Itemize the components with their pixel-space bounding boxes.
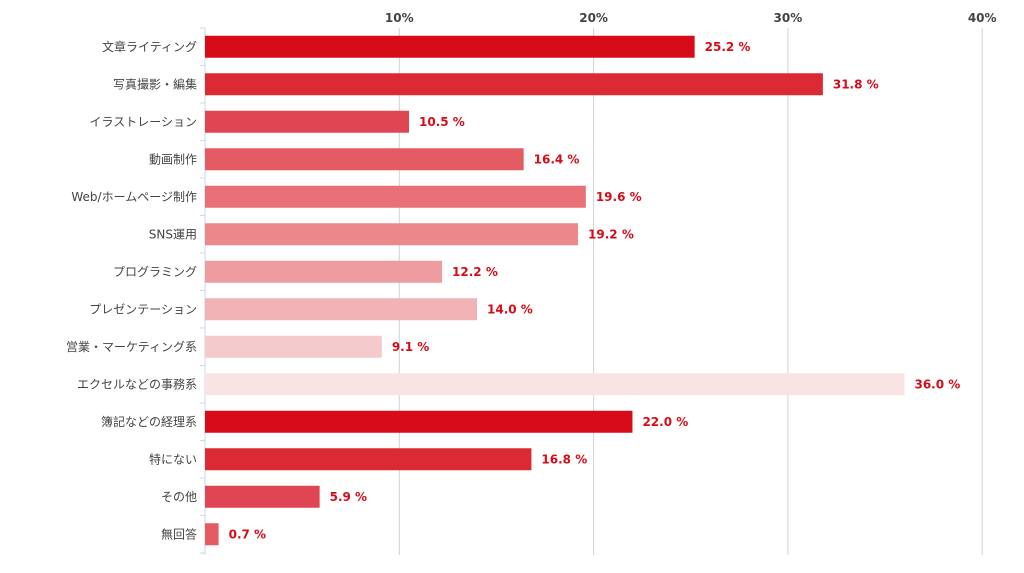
category-label: 特にない bbox=[149, 451, 197, 466]
category-label: 写真撮影・編集 bbox=[113, 76, 197, 91]
bar bbox=[205, 35, 695, 58]
category-label: プログラミング bbox=[113, 265, 197, 279]
category-label: 文章ライティング bbox=[102, 39, 197, 54]
bar bbox=[205, 148, 524, 171]
category-label: プレゼンテーション bbox=[89, 302, 197, 316]
value-label: 9.1 % bbox=[392, 340, 429, 354]
value-label: 22.0 % bbox=[642, 415, 688, 429]
bar bbox=[205, 523, 219, 546]
category-label: Web/ホームページ制作 bbox=[71, 190, 197, 204]
x-tick-label-20: 20% bbox=[579, 11, 608, 25]
category-label: イラストレーション bbox=[89, 115, 197, 129]
value-label: 16.4 % bbox=[534, 152, 580, 166]
x-tick-label-40: 40% bbox=[968, 11, 997, 25]
bar bbox=[205, 110, 410, 133]
x-tick-label-30: 30% bbox=[774, 11, 803, 25]
value-label: 14.0 % bbox=[487, 302, 533, 316]
value-label: 0.7 % bbox=[229, 527, 266, 541]
category-label: 動画制作 bbox=[149, 152, 197, 166]
value-label: 25.2 % bbox=[705, 40, 751, 54]
category-label: その他 bbox=[161, 490, 197, 504]
value-label: 36.0 % bbox=[914, 377, 960, 391]
bar bbox=[205, 373, 905, 396]
category-label: エクセルなどの事務系 bbox=[77, 377, 197, 391]
value-label: 31.8 % bbox=[833, 77, 879, 91]
value-label: 19.2 % bbox=[588, 227, 634, 241]
value-label: 5.9 % bbox=[330, 490, 367, 504]
bar bbox=[205, 260, 443, 283]
category-label: 無回答 bbox=[161, 526, 197, 541]
bar bbox=[205, 73, 823, 96]
category-label: 簿記などの経理系 bbox=[101, 414, 197, 429]
value-label: 10.5 % bbox=[419, 115, 465, 129]
value-label: 12.2 % bbox=[452, 265, 498, 279]
bar bbox=[205, 298, 478, 321]
bar bbox=[205, 410, 633, 433]
value-label: 19.6 % bbox=[596, 190, 642, 204]
bar bbox=[205, 223, 579, 246]
category-label: 営業・マーケティング系 bbox=[66, 340, 197, 354]
bar bbox=[205, 185, 586, 208]
bar bbox=[205, 335, 382, 358]
bar bbox=[205, 485, 320, 508]
value-label: 16.8 % bbox=[541, 452, 587, 466]
bar bbox=[205, 448, 532, 471]
x-tick-label-10: 10% bbox=[385, 11, 414, 25]
category-label: SNS運用 bbox=[149, 227, 197, 241]
